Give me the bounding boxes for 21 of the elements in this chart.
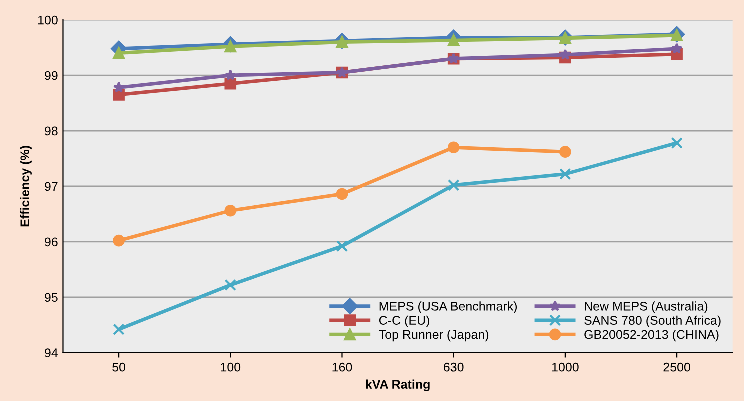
- legend-label: SANS 780 (South Africa): [584, 316, 721, 328]
- legend-label: New MEPS (Australia): [585, 302, 708, 314]
- y-tick-label: 96: [45, 238, 58, 247]
- legend-label: C-C (EU): [379, 316, 430, 328]
- legend-label: MEPS (USA Benchmark): [380, 302, 517, 314]
- y-tick-label: 99: [45, 71, 58, 80]
- x-tick-label: 2500: [664, 362, 690, 372]
- x-tick-label: 100: [221, 362, 241, 372]
- legend-label: Top Runner (Japan): [379, 330, 489, 342]
- x-tick-label: 630: [444, 362, 464, 372]
- x-tick-label: 50: [112, 362, 126, 372]
- x-tick-label: 1000: [552, 362, 579, 372]
- x-tick-label: 160: [332, 362, 352, 372]
- legend-label: GB20052-2013 (CHINA): [584, 330, 719, 342]
- y-tick-label: 97: [45, 182, 58, 192]
- y-axis-title: Efficiency (%): [20, 146, 32, 227]
- y-tick-label: 100: [38, 16, 58, 25]
- y-tick-label: 94: [45, 348, 58, 358]
- y-tick-label: 95: [45, 293, 58, 302]
- y-tick-label: 98: [45, 126, 58, 136]
- x-axis-title: kVA Rating: [366, 380, 430, 392]
